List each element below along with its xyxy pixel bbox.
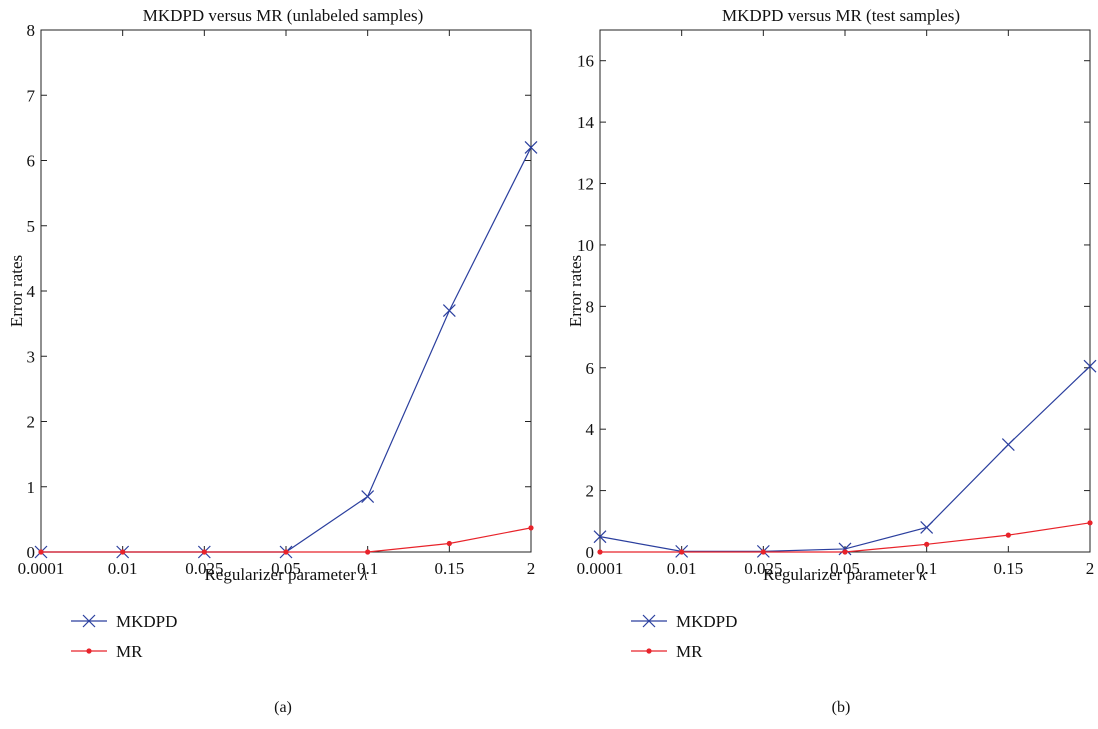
y-tick-label: 2 xyxy=(27,413,36,432)
legend: MKDPD MR xyxy=(71,612,177,661)
x-axis-label-text: Regularizer parameter xyxy=(763,565,919,584)
plot-frame xyxy=(599,29,1091,553)
x-axis-label: Regularizer parameter κ xyxy=(763,565,928,584)
y-tick-label: 0 xyxy=(586,543,595,562)
legend-label: MKDPD xyxy=(116,612,177,631)
panel-caption: (b) xyxy=(832,699,851,716)
data-point-mkdpd xyxy=(838,542,852,556)
y-tick-label: 14 xyxy=(577,113,595,132)
x-axis-label: Regularizer parameter λ xyxy=(204,565,367,584)
data-point-mr xyxy=(528,525,534,531)
marker-stroke xyxy=(442,304,456,317)
y-tick-label: 10 xyxy=(577,236,594,255)
legend-label: MR xyxy=(676,642,703,661)
legend-marker xyxy=(646,648,652,654)
y-tick-label: 4 xyxy=(586,420,595,439)
y-tick-label: 7 xyxy=(27,86,36,105)
data-point-mkdpd xyxy=(920,521,934,534)
y-tick-label: 0 xyxy=(27,543,36,562)
legend-label: MKDPD xyxy=(676,612,737,631)
legend-marker xyxy=(82,614,96,628)
legend-label: MR xyxy=(116,642,143,661)
chart-panel-0: 0 1 2 3 4 5 6 7 8 0.0001 0.01 0.025 0.05 0.1 0.15 2 MKDP… xyxy=(7,6,538,716)
x-tick-label: 0.025 xyxy=(185,559,223,578)
y-tick-label: 16 xyxy=(577,52,594,71)
x-tick-label: 0.15 xyxy=(434,559,464,578)
x-tick-label: 0.01 xyxy=(108,559,138,578)
y-tick-label: 2 xyxy=(586,482,595,501)
y-tick-label: 5 xyxy=(27,217,36,236)
x-tick-label: 0.01 xyxy=(667,559,697,578)
data-point-mr xyxy=(446,540,452,547)
y-tick-label: 6 xyxy=(586,359,595,378)
y-tick-label: 4 xyxy=(27,282,36,301)
data-point-mkdpd xyxy=(593,530,607,544)
data-point-mr xyxy=(1005,532,1011,538)
x-axis-label-text: Regularizer parameter xyxy=(204,565,360,584)
marker-stroke xyxy=(838,542,852,556)
data-point-mr xyxy=(365,549,371,555)
x-tick-label: 0.0001 xyxy=(577,559,624,578)
data-point-mr xyxy=(120,549,126,555)
y-tick-label: 6 xyxy=(27,152,36,171)
panel-caption: (a) xyxy=(274,699,292,716)
data-point-mkdpd xyxy=(1001,438,1015,451)
x-tick-label: 0.0001 xyxy=(18,559,65,578)
data-point-mr xyxy=(1087,520,1093,526)
x-tick-label: 2 xyxy=(527,559,536,578)
y-tick-label: 1 xyxy=(27,478,36,497)
x-tick-label: 0.1 xyxy=(357,559,378,578)
data-point-mr xyxy=(842,549,848,555)
marker-stroke xyxy=(524,141,538,154)
data-point-mr xyxy=(283,549,289,555)
y-tick-label: 8 xyxy=(27,21,36,40)
data-point-mr xyxy=(597,549,603,555)
data-point-mr xyxy=(679,549,685,555)
data-point-mr xyxy=(760,549,766,555)
series-line-mkdpd xyxy=(41,147,532,553)
chart-title: MKDPD versus MR (unlabeled samples) xyxy=(143,6,423,25)
data-point-mkdpd xyxy=(442,304,456,317)
chart-panel-1: 0 2 4 6 8 10 12 14 16 0.0001 0.01 0.025 0.05 0.1 0.15 2… xyxy=(566,6,1097,716)
marker-stroke xyxy=(361,490,375,503)
marker-stroke xyxy=(1083,359,1097,373)
y-tick-label: 12 xyxy=(577,175,594,194)
legend-marker xyxy=(642,614,656,628)
marker-stroke xyxy=(593,530,607,544)
x-tick-label: 0.05 xyxy=(830,559,860,578)
series-line-mkdpd xyxy=(599,365,1091,552)
data-point-mkdpd xyxy=(524,141,538,154)
x-tick-label: 0.05 xyxy=(271,559,301,578)
y-tick-label: 8 xyxy=(586,297,595,316)
data-point-mkdpd xyxy=(1083,359,1097,373)
x-tick-label: 2 xyxy=(1086,559,1095,578)
data-point-mr xyxy=(201,549,207,555)
x-tick-label: 0.15 xyxy=(993,559,1023,578)
chart-title: MKDPD versus MR (test samples) xyxy=(722,6,960,25)
y-axis-label: Error rates xyxy=(7,255,26,327)
legend: MKDPD MR xyxy=(631,612,737,661)
x-axis-label-symbol: κ xyxy=(919,565,928,584)
data-point-mr xyxy=(38,549,44,555)
x-tick-label: 0.1 xyxy=(916,559,937,578)
y-tick-label: 3 xyxy=(27,347,36,366)
y-axis-label: Error rates xyxy=(566,255,585,327)
marker-stroke xyxy=(1001,438,1015,451)
marker-stroke xyxy=(920,521,934,534)
legend-marker xyxy=(86,648,92,654)
x-tick-label: 0.025 xyxy=(744,559,782,578)
plot-frame xyxy=(40,29,532,553)
data-point-mr xyxy=(924,541,930,547)
x-axis-label-symbol: λ xyxy=(359,565,367,584)
data-point-mkdpd xyxy=(361,490,375,503)
